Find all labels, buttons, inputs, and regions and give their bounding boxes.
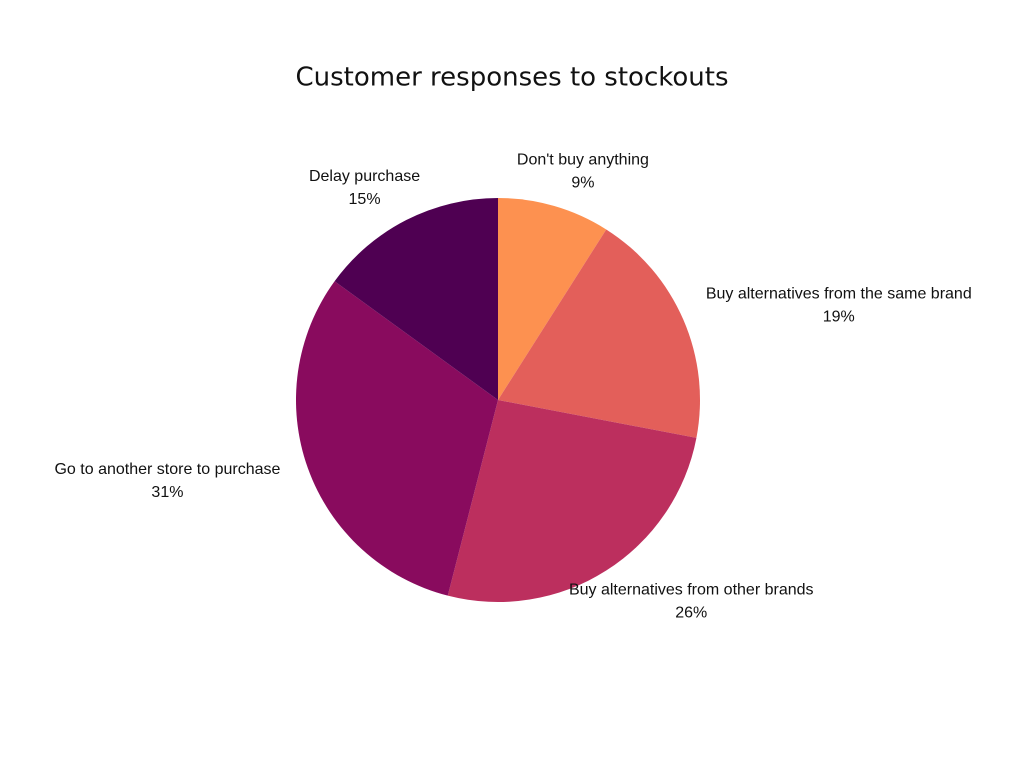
slice-label: Don't buy anything xyxy=(517,151,649,168)
pie-slice xyxy=(498,229,700,438)
slice-label: Buy alternatives from other brands xyxy=(569,581,814,598)
slice-value-label: 19% xyxy=(823,309,855,326)
pie-slice xyxy=(295,281,498,596)
slice-label: Go to another store to purchase xyxy=(54,461,280,478)
pie-slice xyxy=(447,400,697,602)
slice-value-label: 26% xyxy=(675,604,707,621)
slice-value-label: 31% xyxy=(151,484,183,501)
slice-label: Delay purchase xyxy=(309,168,420,185)
slice-label: Buy alternatives from the same brand xyxy=(706,286,972,303)
slice-value-label: 15% xyxy=(349,191,381,208)
pie-slice xyxy=(334,198,498,400)
pie-slice xyxy=(498,198,607,400)
chart-title: Customer responses to stockouts xyxy=(295,63,728,93)
slice-value-label: 9% xyxy=(571,174,594,191)
